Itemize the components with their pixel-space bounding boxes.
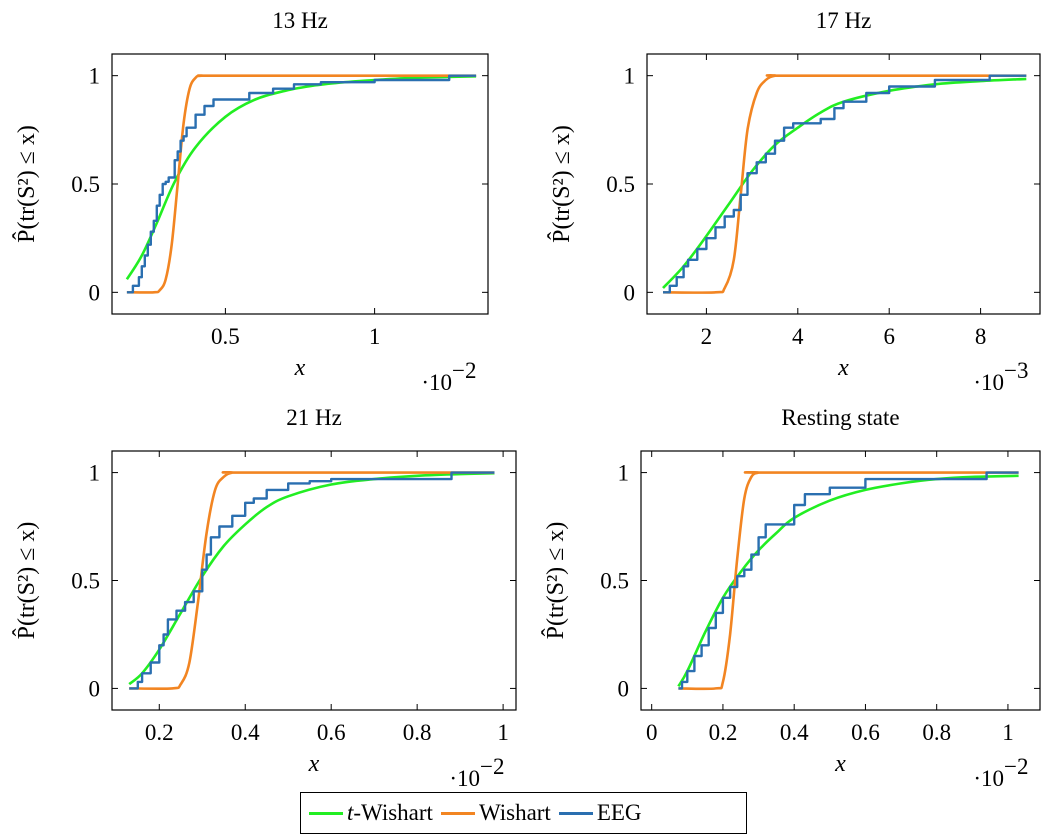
legend-swatch-eeg xyxy=(558,811,593,815)
chart-panel-4: Resting state 0 0.5 1 0 0.2 0.4 0.6 0.8 1 x ·10 −2 P̂… xyxy=(541,405,1041,790)
chart-title: 21 Hz xyxy=(286,405,342,430)
x-tick-label: 0.2 xyxy=(145,720,174,745)
chart-panel-1: 13 Hz 0 0.5 1 0.5 1 x ·10 −2 P̂(tr(S²) ≤ x) xyxy=(12,8,489,395)
series-line-wishart xyxy=(678,470,1019,691)
x-axis-multiplier: ·10 xyxy=(973,370,1004,395)
series-line-wishart xyxy=(126,74,477,294)
series-line-wishart xyxy=(129,470,495,691)
x-tick-label: 4 xyxy=(792,324,804,349)
x-axis-multiplier: ·10 xyxy=(973,766,1004,790)
chart-panel-3: 21 Hz 0 0.5 1 0.2 0.4 0.6 0.8 1 x ·10 −2 P̂(tr(S²) ≤… xyxy=(12,405,517,790)
legend: t-Wishart Wishart EEG xyxy=(300,792,747,834)
x-axis-multiplier: ·10 xyxy=(449,766,480,790)
x-tick-label: 0.5 xyxy=(211,324,240,349)
y-tick-label: 0 xyxy=(624,280,636,305)
legend-label-eeg: EEG xyxy=(596,800,642,825)
legend-item-t-wishart: t-Wishart xyxy=(309,800,433,826)
x-axis-multiplier: ·10 xyxy=(421,370,452,395)
y-axis-label: P̂(tr(S²) ≤ x) xyxy=(12,125,40,243)
x-tick-label: 0.8 xyxy=(403,720,432,745)
y-tick-label: 0.5 xyxy=(71,172,100,197)
y-tick-label: 0 xyxy=(89,280,101,305)
y-tick-label: 1 xyxy=(624,64,636,89)
x-tick-label: 0.4 xyxy=(780,720,809,745)
legend-swatch-t-wishart xyxy=(309,811,343,815)
y-axis-label: P̂(tr(S²) ≤ x) xyxy=(12,522,40,640)
chart-title: 13 Hz xyxy=(272,8,328,33)
x-tick-label: 0.4 xyxy=(231,720,260,745)
plot-frame xyxy=(111,53,489,315)
y-axis-label: P̂(tr(S²) ≤ x) xyxy=(547,125,575,243)
y-axis-label: P̂(tr(S²) ≤ x) xyxy=(541,522,569,640)
chart-title: 17 Hz xyxy=(816,8,872,33)
x-axis-multiplier-exponent: −2 xyxy=(452,358,476,383)
x-tick-label: 1 xyxy=(1002,720,1014,745)
chart-panel-2: 17 Hz 0 0.5 1 2 4 6 8 x ·10 −3 P̂(tr(S²) ≤ x) xyxy=(547,8,1041,395)
y-tick-label: 0.5 xyxy=(606,172,635,197)
x-axis-multiplier-exponent: −2 xyxy=(1004,754,1028,779)
x-axis-multiplier-exponent: −3 xyxy=(1004,358,1028,383)
y-tick-label: 1 xyxy=(618,461,630,486)
series-line-eeg xyxy=(678,471,1019,690)
y-tick-label: 0 xyxy=(89,676,101,701)
x-tick-label: 0.8 xyxy=(922,720,951,745)
series-line-t-wishart xyxy=(125,75,477,281)
x-axis-multiplier-exponent: −2 xyxy=(480,754,504,779)
plot-frame xyxy=(111,450,517,711)
x-axis-label: x xyxy=(834,751,846,777)
x-axis-label: x xyxy=(294,355,306,381)
x-tick-label: 1 xyxy=(369,324,381,349)
series-line-eeg xyxy=(126,74,477,294)
series-line-eeg xyxy=(663,74,1027,294)
y-tick-label: 0.5 xyxy=(71,569,100,594)
series-line-wishart xyxy=(662,74,1027,294)
legend-label-wishart: Wishart xyxy=(478,800,551,825)
y-tick-label: 1 xyxy=(89,461,101,486)
chart-title: Resting state xyxy=(781,405,899,430)
x-tick-label: 1 xyxy=(497,720,509,745)
plot-frame xyxy=(646,53,1041,315)
legend-swatch-wishart xyxy=(440,811,475,815)
y-tick-label: 0.5 xyxy=(600,569,629,594)
x-tick-label: 0.2 xyxy=(709,720,738,745)
y-tick-label: 1 xyxy=(89,64,101,89)
x-axis-label: x xyxy=(308,751,320,777)
x-tick-label: 0.6 xyxy=(851,720,880,745)
series-line-t-wishart xyxy=(677,474,1019,687)
legend-item-eeg: EEG xyxy=(558,800,642,826)
series-line-eeg xyxy=(129,471,495,690)
x-tick-label: 6 xyxy=(883,324,895,349)
series-line-t-wishart xyxy=(128,471,495,686)
y-tick-label: 0 xyxy=(618,676,630,701)
legend-item-wishart: Wishart xyxy=(440,800,551,826)
x-axis-label: x xyxy=(837,355,849,381)
legend-label-t-wishart: -Wishart xyxy=(353,800,433,825)
x-tick-label: 0 xyxy=(646,720,658,745)
plot-frame xyxy=(640,450,1041,711)
series-line-t-wishart xyxy=(662,77,1027,289)
x-tick-label: 8 xyxy=(975,324,987,349)
x-tick-label: 0.6 xyxy=(317,720,346,745)
x-tick-label: 2 xyxy=(701,324,713,349)
legend-label-t-prefix: t xyxy=(347,800,354,825)
